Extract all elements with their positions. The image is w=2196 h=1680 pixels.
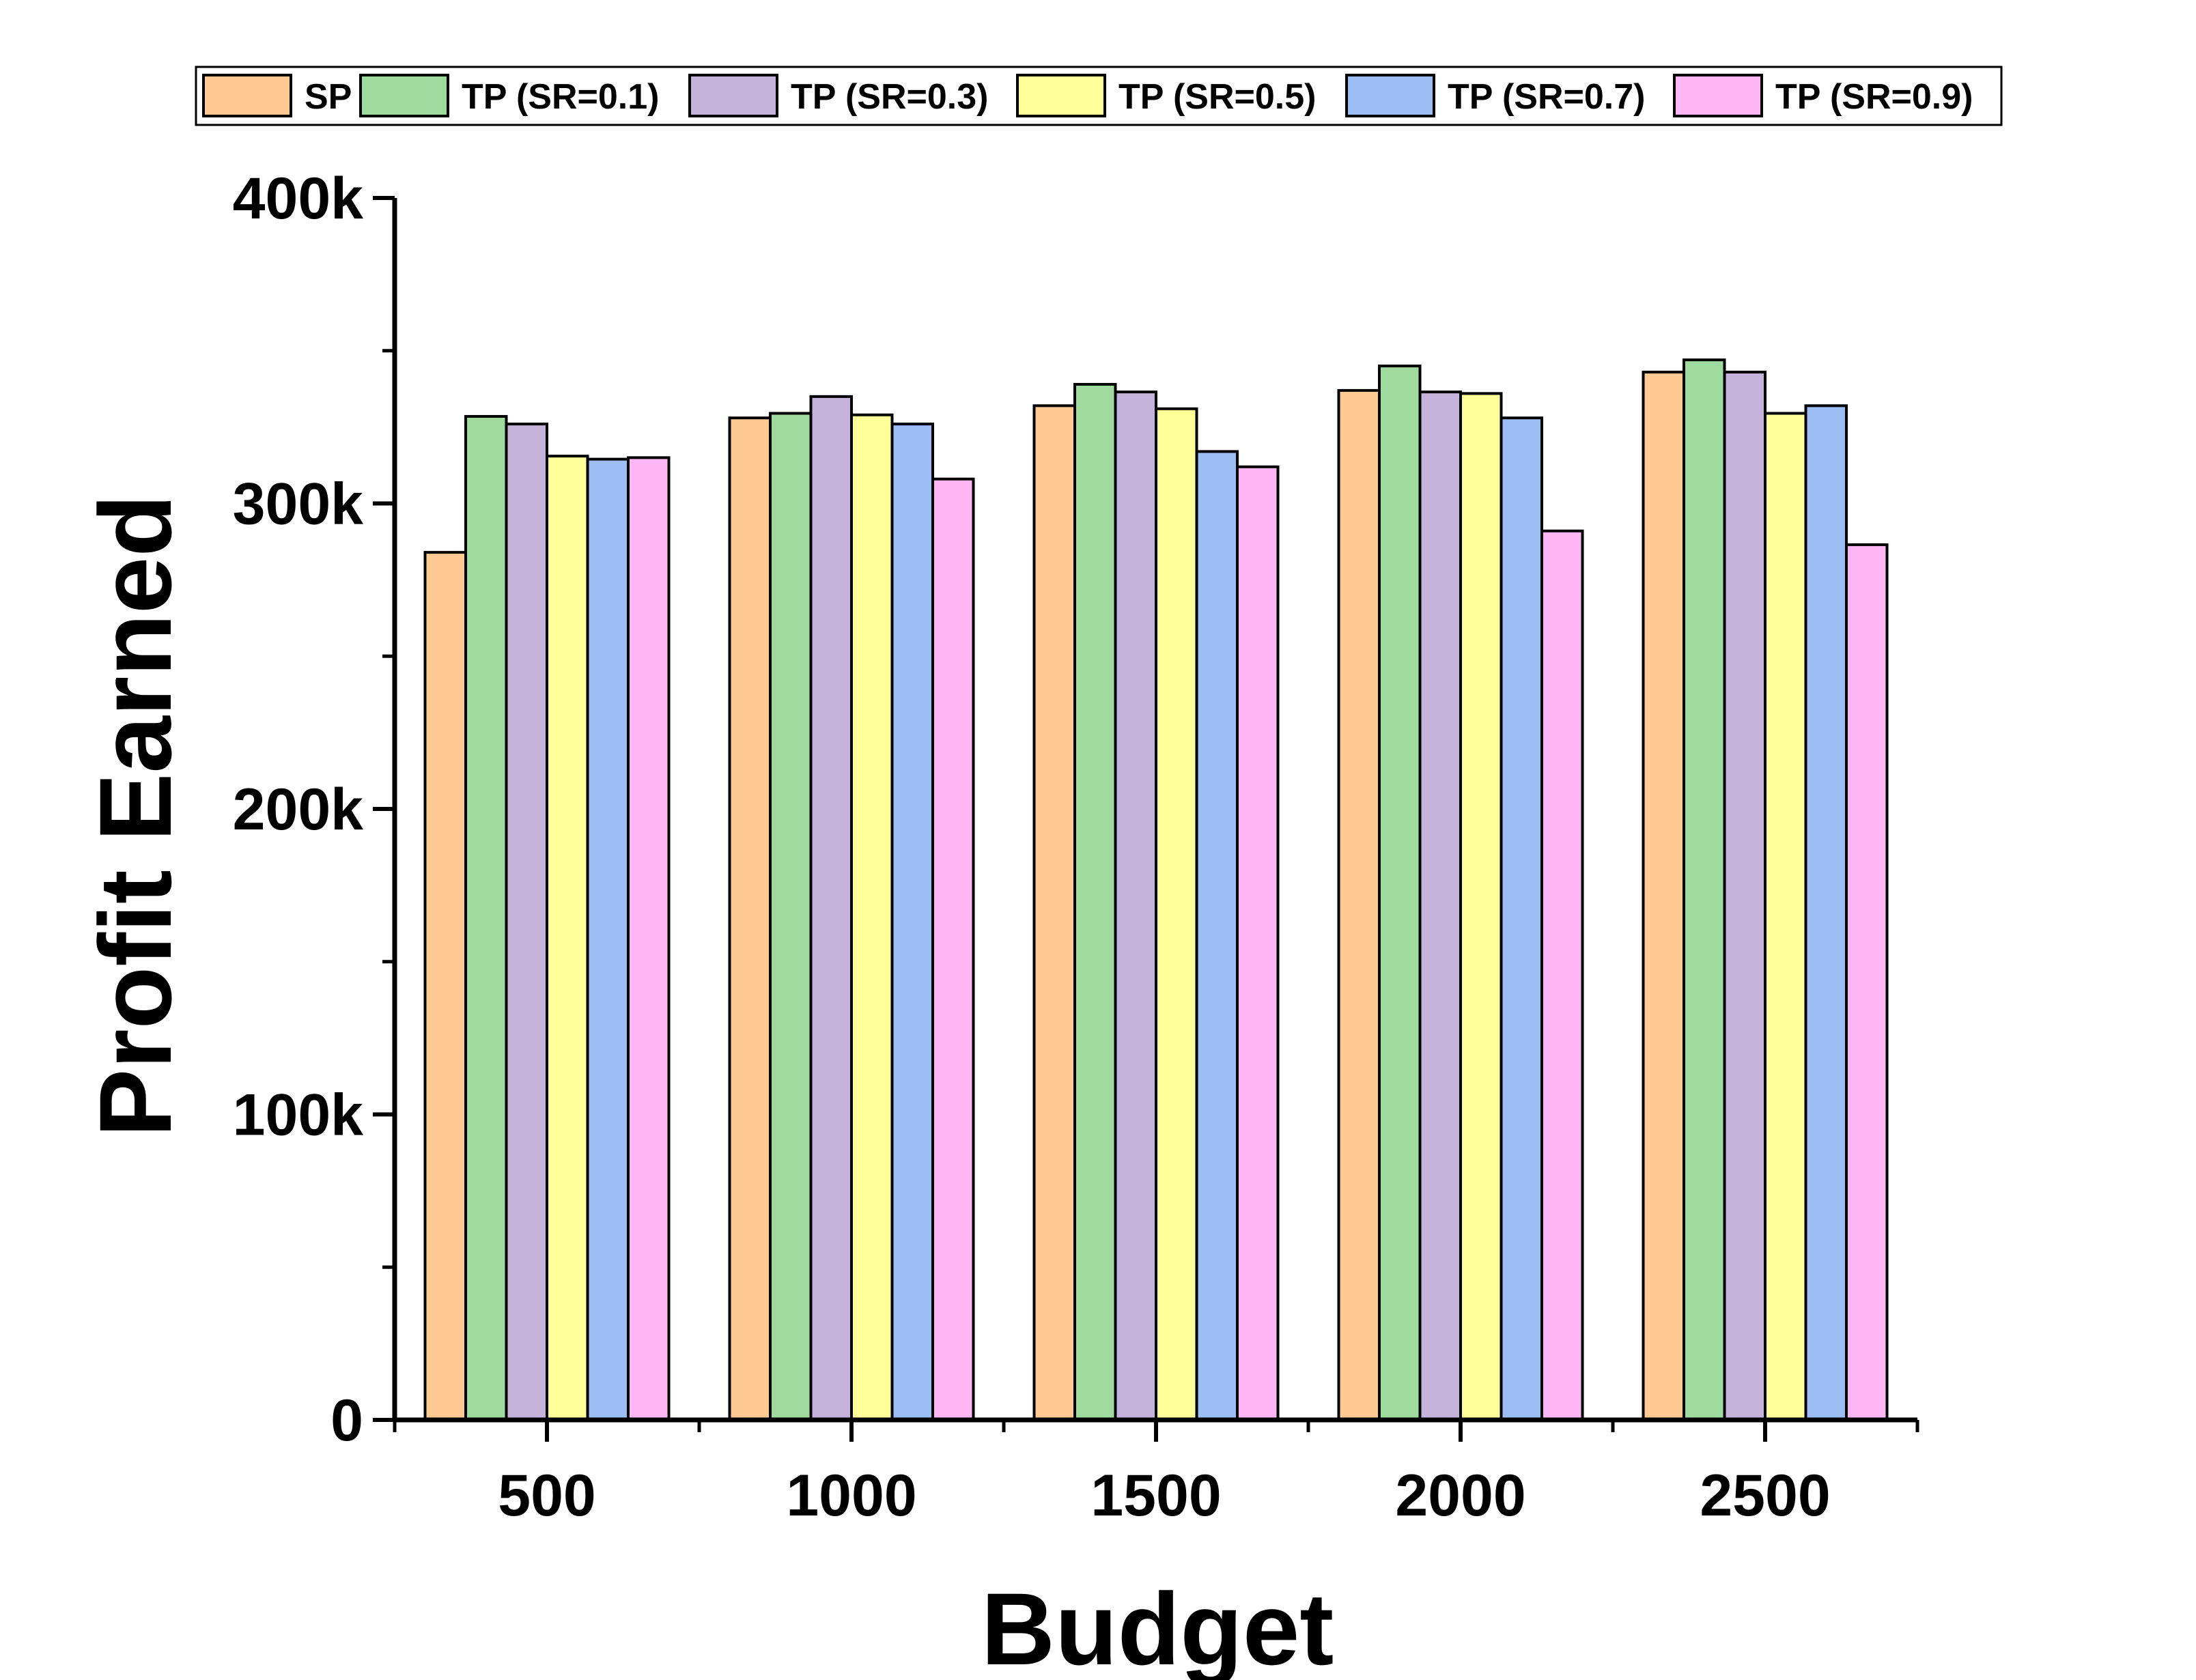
legend-label: TP (SR=0.7) [1448, 77, 1645, 117]
y-tick-label: 100k [233, 1083, 363, 1148]
legend-label: TP (SR=0.5) [1118, 77, 1316, 117]
bar-tp-sr-0-7-2500 [1804, 404, 1848, 1421]
bar-tp-sr-0-9-2500 [1845, 543, 1889, 1421]
y-tick-label: 400k [233, 166, 363, 231]
y-tick-label: 0 [330, 1388, 363, 1453]
bar-tp-sr-0-1-1000 [769, 412, 813, 1421]
legend-swatch [202, 74, 292, 117]
ticks-group: 0 100k 200k 300k 400k 500 1000 1500 2000 2500 [233, 166, 1919, 1528]
bar-tp-sr-0-7-2000 [1500, 416, 1543, 1422]
legend-label: SP [305, 77, 352, 117]
bar-tp-sr-0-5-2000 [1459, 392, 1503, 1421]
bar-tp-sr-0-3-2500 [1723, 371, 1766, 1422]
bar-tp-sr-0-1-1500 [1073, 382, 1117, 1421]
bar-tp-sr-0-5-2500 [1764, 412, 1807, 1421]
bar-tp-sr-0-9-1500 [1236, 465, 1280, 1421]
bar-sp-500 [423, 551, 467, 1421]
legend-label: TP (SR=0.1) [462, 77, 659, 117]
bar-sp-1000 [728, 416, 772, 1422]
x-tick-label: 1000 [786, 1463, 916, 1528]
bar-tp-sr-0-7-1500 [1195, 450, 1239, 1421]
bar-tp-sr-0-3-1000 [809, 395, 853, 1421]
legend-label: TP (SR=0.9) [1775, 77, 1973, 117]
bar-tp-sr-0-5-1500 [1155, 407, 1198, 1421]
bar-tp-sr-0-5-1000 [850, 413, 894, 1421]
bar-tp-sr-0-3-1500 [1114, 390, 1157, 1421]
bars-group [423, 358, 1889, 1422]
bar-tp-sr-0-3-500 [505, 423, 548, 1421]
legend: SP TP (SR=0.1) TP (SR=0.3) TP (SR=0.5) TP (S… [195, 66, 2003, 126]
bar-tp-sr-0-9-2000 [1540, 529, 1584, 1421]
x-tick-label: 2000 [1395, 1463, 1525, 1528]
bar-tp-sr-0-9-1000 [931, 477, 975, 1422]
bar-tp-sr-0-7-500 [586, 457, 630, 1421]
legend-swatch [688, 74, 778, 117]
legend-swatch [1673, 74, 1763, 117]
x-tick-label: 500 [498, 1463, 596, 1528]
bar-sp-2000 [1337, 388, 1381, 1421]
legend-swatch [1016, 74, 1106, 117]
bar-tp-sr-0-7-1000 [890, 423, 934, 1421]
bar-tp-sr-0-9-500 [627, 456, 671, 1421]
bar-tp-sr-0-1-2500 [1683, 358, 1726, 1421]
y-axis-title: Profit Earned [78, 494, 193, 1137]
bar-tp-sr-0-5-500 [546, 455, 589, 1422]
bar-tp-sr-0-1-2000 [1378, 365, 1422, 1421]
bar-sp-1500 [1032, 404, 1076, 1421]
bar-sp-2500 [1642, 371, 1685, 1422]
x-tick-label: 1500 [1090, 1463, 1221, 1528]
legend-label: TP (SR=0.3) [791, 77, 988, 117]
x-axis-title: Budget [981, 1571, 1334, 1680]
x-tick-label: 2500 [1700, 1463, 1830, 1528]
bar-tp-sr-0-1-500 [464, 414, 508, 1421]
legend-swatch [359, 74, 449, 117]
bar-tp-sr-0-3-2000 [1418, 390, 1462, 1421]
y-tick-label: 300k [233, 472, 363, 537]
y-tick-label: 200k [233, 777, 363, 842]
legend-swatch [1345, 74, 1435, 117]
